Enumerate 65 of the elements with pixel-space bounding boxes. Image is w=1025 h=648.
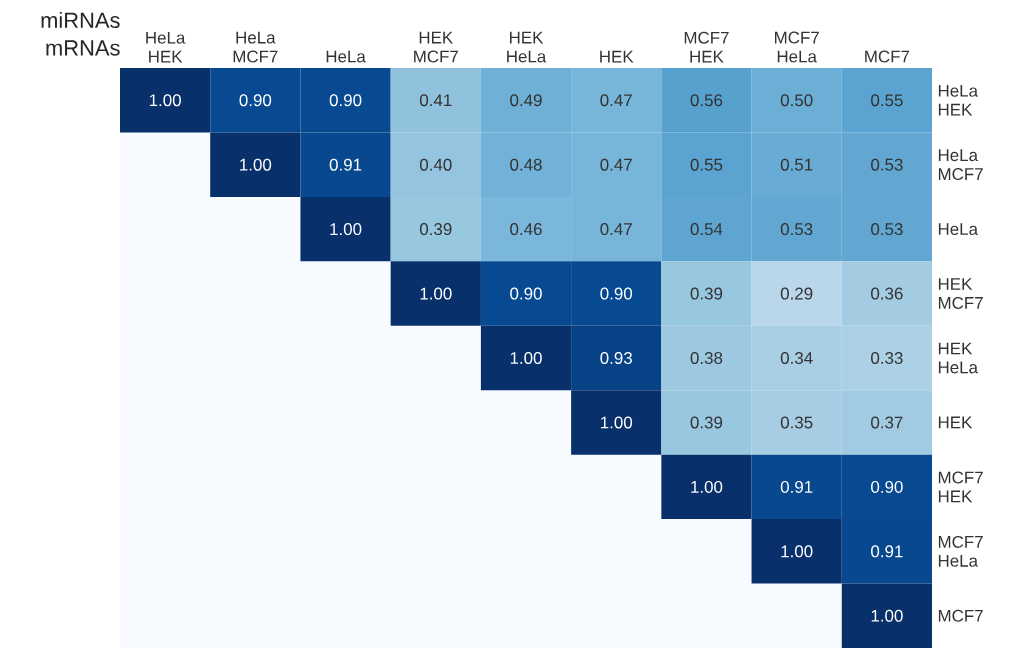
data-label: 0.53 xyxy=(871,158,903,171)
data-label: 0.29 xyxy=(780,287,813,300)
y-tick-label: HEK HeLa xyxy=(938,342,979,374)
data-label: 0.90 xyxy=(329,94,362,107)
x-tick-label: HeLa xyxy=(326,50,366,63)
data-label: 1.00 xyxy=(420,287,452,300)
data-label: 0.35 xyxy=(780,416,813,429)
data-label: 0.37 xyxy=(871,416,903,429)
y-tick-label: MCF7 xyxy=(938,609,983,622)
y-tick-label: MCF7 HeLa xyxy=(938,535,983,567)
data-label: 0.54 xyxy=(690,223,723,236)
data-label: 1.00 xyxy=(601,416,633,429)
data-label: 0.47 xyxy=(600,94,632,107)
x-axis-title: miRNAs xyxy=(41,11,120,29)
data-label: 0.55 xyxy=(690,158,723,171)
data-label: 0.90 xyxy=(510,287,542,300)
y-tick-label: HEK MCF7 xyxy=(938,278,983,309)
y-tick-label: HeLa xyxy=(938,223,979,236)
data-label: 0.47 xyxy=(600,223,632,236)
data-label: 1.00 xyxy=(149,94,181,107)
x-tick-label: MCF7 HeLa xyxy=(775,31,819,63)
data-label: 1.00 xyxy=(510,352,542,365)
data-label: 0.91 xyxy=(329,158,362,171)
x-tick-label: HeLa HEK xyxy=(146,31,186,63)
y-axis-title: mRNAs xyxy=(46,40,120,56)
data-label: 0.56 xyxy=(690,94,723,107)
data-label: 0.47 xyxy=(600,158,632,171)
data-label: 0.46 xyxy=(510,223,542,236)
data-label: 1.00 xyxy=(871,609,903,622)
x-tick-label: HEK xyxy=(600,50,634,63)
y-tick-label: MCF7 HEK xyxy=(938,471,983,503)
data-label: 0.39 xyxy=(690,416,723,429)
x-tick-label: HeLa MCF7 xyxy=(233,31,278,63)
data-label: 0.93 xyxy=(600,352,632,365)
data-label: 0.39 xyxy=(690,287,723,300)
x-tick-label: HEK HeLa xyxy=(507,31,547,63)
data-label: 0.55 xyxy=(871,94,903,107)
data-label: 1.00 xyxy=(781,545,813,558)
data-label: 0.39 xyxy=(419,223,452,236)
x-tick-label: HEK MCF7 xyxy=(414,31,458,63)
data-label: 1.00 xyxy=(240,158,272,171)
data-label: 0.90 xyxy=(239,94,272,107)
data-label: 0.40 xyxy=(419,158,452,171)
data-label: 0.49 xyxy=(510,94,542,107)
data-label: 0.48 xyxy=(510,158,542,171)
data-label: 0.53 xyxy=(871,223,903,236)
data-label: 0.90 xyxy=(871,480,903,493)
data-label: 0.91 xyxy=(780,480,813,493)
y-tick-label: HEK xyxy=(938,416,973,429)
data-label: 0.51 xyxy=(780,158,813,171)
y-tick-label: HeLa MCF7 xyxy=(938,149,983,181)
data-label: 0.33 xyxy=(871,352,903,365)
data-label: 0.36 xyxy=(871,287,903,300)
x-tick-label: MCF7 HEK xyxy=(684,31,729,63)
x-tick-label: MCF7 xyxy=(865,50,910,63)
data-label: 1.00 xyxy=(691,480,723,493)
data-label: 1.00 xyxy=(330,223,362,236)
data-label: 0.34 xyxy=(780,352,813,365)
data-label: 0.38 xyxy=(690,352,723,365)
y-tick-label: HeLa HEK xyxy=(938,84,979,116)
data-label: 0.90 xyxy=(600,287,633,300)
data-label: 0.50 xyxy=(780,94,813,107)
data-label: 0.53 xyxy=(780,223,813,236)
data-label: 0.91 xyxy=(871,545,903,558)
data-label: 0.41 xyxy=(419,94,452,107)
